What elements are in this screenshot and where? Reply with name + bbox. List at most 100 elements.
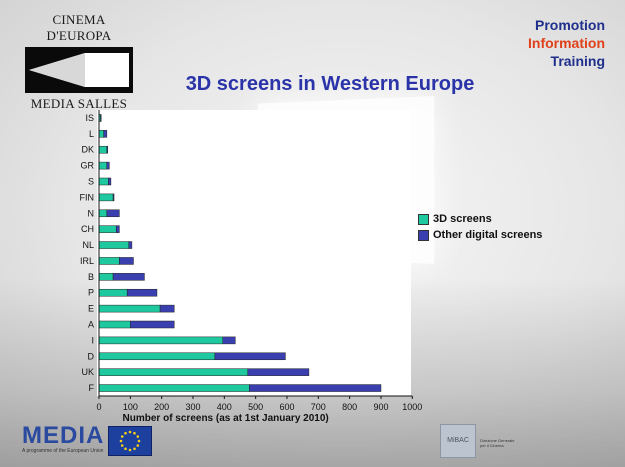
x-tick-label: 100 (123, 402, 138, 412)
tagline-promotion: Promotion (535, 17, 605, 33)
eu-star-icon (128, 430, 132, 434)
bar-nl-series-1 (128, 241, 133, 249)
x-tick-labels: 0 100 200 300 400 500 600 700 800 900 1000 (96, 396, 422, 412)
legend-swatch-3d (418, 213, 429, 225)
tagline-training: Training (550, 53, 605, 69)
bar-n-series-1 (106, 209, 120, 218)
x-tick-label: 700 (311, 402, 326, 412)
bar-f-series-1 (249, 384, 382, 392)
media-programme-logo: MEDIA A programme of the European Union (22, 422, 105, 455)
ministry-emblem-icon: MiBAC (440, 424, 476, 458)
eu-star-icon (128, 448, 132, 452)
category-label-d: D (88, 351, 95, 361)
category-label-is: IS (85, 113, 94, 123)
bar-fin-series-1 (112, 193, 115, 202)
category-label-b: B (88, 272, 94, 282)
bar-b-series-0 (98, 273, 114, 281)
bar-uk-series-1 (247, 368, 310, 376)
x-tick-label: 500 (248, 402, 263, 412)
bar-f-series-0 (98, 384, 250, 392)
projector-beam-icon (29, 53, 129, 87)
legend-label-3d: 3D screens (433, 213, 492, 225)
legend-entry-3d: 3D screens (418, 211, 542, 227)
x-tick-label: 900 (373, 402, 388, 412)
chart-title: 3D screens in Western Europe (185, 73, 475, 95)
category-label-irl: IRL (80, 256, 94, 266)
legend-label-other-digital: Other digital screens (433, 229, 543, 241)
bar-gr-series-1 (106, 161, 110, 170)
bar-d-series-1 (214, 352, 286, 361)
bar-i-series-1 (222, 336, 236, 345)
category-label-uk: UK (81, 367, 94, 377)
x-tick-label: 400 (217, 402, 232, 412)
x-tick-label: 300 (185, 402, 200, 412)
ministry-text: Direzione Generale per il Cinema (480, 438, 515, 448)
x-tick-label: 200 (154, 402, 169, 412)
bar-a-series-1 (130, 320, 175, 329)
x-tick-label: 0 (96, 402, 101, 412)
bar-ch-series-1 (115, 225, 120, 233)
category-label-fin: FIN (80, 192, 95, 202)
eu-star-icon (133, 431, 136, 435)
category-label-gr: GR (81, 161, 95, 171)
bar-dk-series-0 (98, 145, 108, 154)
eu-star-icon (136, 444, 140, 447)
category-label-dk: DK (81, 145, 94, 155)
eu-stars-icon (119, 430, 141, 452)
eu-star-icon (133, 447, 136, 451)
bar-p-series-0 (98, 288, 128, 297)
bar-nl-series-0 (98, 241, 130, 249)
x-tick-label: 800 (342, 402, 357, 412)
x-tick-label: 1000 (402, 402, 422, 412)
eu-star-icon (137, 439, 141, 443)
bar-d-series-0 (98, 352, 216, 361)
cinema-deuropa-logo: CINEMA D'EUROPA MEDIA SALLES (20, 12, 138, 112)
ministry-logo: MiBAC Direzione Generale per il Cinema (440, 424, 520, 458)
bar-fin-series-0 (98, 193, 114, 202)
bar-dk-series-1 (106, 145, 109, 154)
category-label-ch: CH (81, 224, 94, 234)
category-label-f: F (89, 383, 95, 393)
category-label-nl: NL (82, 240, 94, 250)
media-logo-subtext: A programme of the European Union (22, 448, 104, 454)
bar-i-series-0 (98, 336, 224, 345)
bar-l-series-0 (98, 130, 104, 138)
category-label-a: A (88, 320, 94, 330)
logo-projector-graphic (25, 47, 133, 93)
media-logo-text: MEDIA (22, 422, 105, 449)
bar-ch-series-0 (98, 225, 117, 233)
eu-star-icon (120, 435, 124, 438)
category-label-n: N (88, 208, 95, 218)
bar-s-series-0 (98, 177, 109, 186)
category-label-p: P (88, 288, 94, 298)
bar-n-series-0 (98, 209, 108, 218)
eu-star-icon (124, 447, 127, 451)
tagline: Promotion Information Training (528, 16, 605, 70)
bar-p-series-1 (126, 288, 158, 297)
eu-star-icon (124, 431, 127, 435)
logo-bottom-text: MEDIA SALLES (30, 96, 128, 111)
legend-entry-other-digital: Other digital screens (418, 227, 542, 243)
bar-is-series-1 (100, 114, 102, 122)
bars-group (98, 114, 382, 392)
bar-irl-series-0 (98, 257, 120, 265)
bar-irl-series-1 (119, 257, 134, 265)
bar-a-series-0 (98, 320, 131, 329)
bar-s-series-1 (108, 177, 112, 186)
x-tick-label: 600 (279, 402, 294, 412)
bar-gr-series-0 (98, 161, 108, 170)
plot-area (97, 110, 411, 396)
x-axis-label: Number of screens (as at 1st January 201… (123, 413, 329, 424)
bar-l-series-1 (103, 130, 108, 138)
logo-top-text: CINEMA D'EUROPA (46, 12, 112, 43)
tagline-information: Information (528, 35, 605, 51)
category-label-l: L (89, 129, 94, 139)
eu-flag-icon (108, 426, 152, 456)
legend: 3D screens Other digital screens (418, 211, 542, 243)
category-label-s: S (88, 177, 94, 187)
bar-e-series-0 (98, 304, 161, 313)
category-label-i: I (91, 335, 94, 345)
eu-star-icon (120, 444, 124, 447)
